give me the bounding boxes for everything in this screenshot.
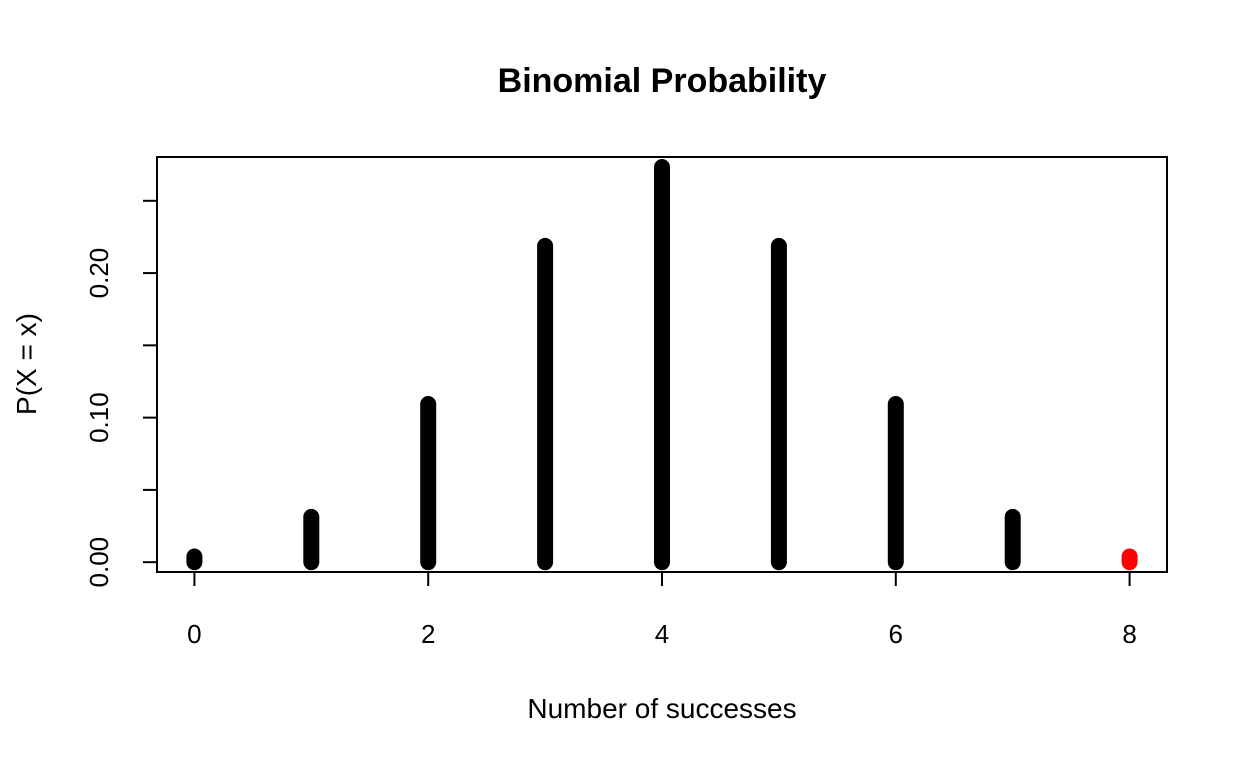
y-tick-label-2: 0.10	[84, 392, 114, 443]
x-tick-label-6: 6	[889, 619, 903, 649]
x-tick-label-8: 8	[1122, 619, 1136, 649]
x-tick-label-2: 2	[421, 619, 435, 649]
y-tick-label-0: 0.00	[84, 537, 114, 588]
x-axis-label: Number of successes	[527, 693, 796, 724]
y-axis: 0.00 0.10 0.20	[84, 199, 158, 588]
chart-title: Binomial Probability	[498, 62, 827, 100]
y-tick-label-4: 0.20	[84, 248, 114, 299]
x-axis: 0 2 4 6 8	[187, 571, 1137, 649]
bars	[186, 158, 1138, 571]
x-tick-label-0: 0	[187, 619, 201, 649]
x-tick-label-4: 4	[655, 619, 669, 649]
y-axis-label: P(X = x)	[11, 313, 42, 415]
